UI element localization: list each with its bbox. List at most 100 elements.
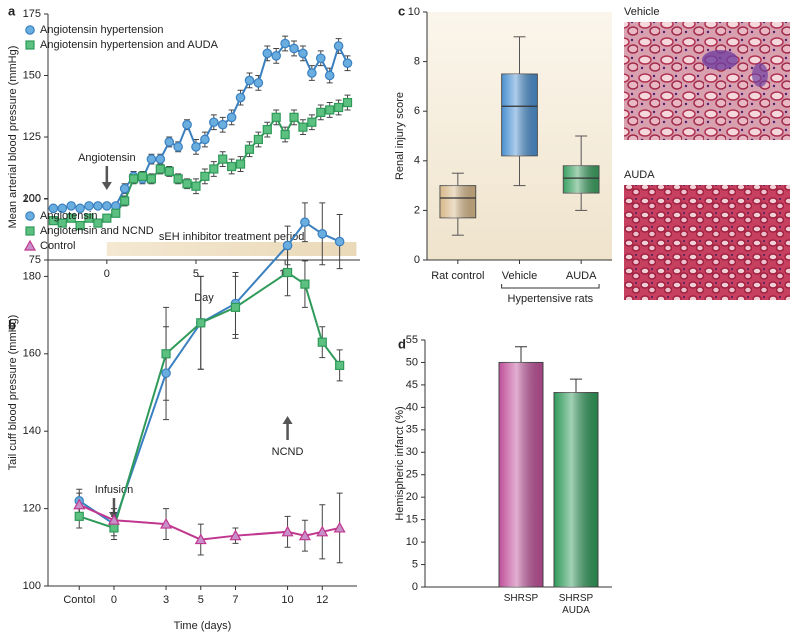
marker <box>307 117 317 127</box>
marker <box>281 525 294 537</box>
marker <box>280 38 290 49</box>
marker <box>74 511 84 521</box>
x-axis-label: Day <box>194 292 214 304</box>
marker <box>25 226 35 236</box>
marker <box>107 513 120 525</box>
annotation-arrowhead <box>282 416 293 424</box>
micrograph-detail <box>752 63 768 87</box>
marker <box>155 164 165 174</box>
marker <box>146 174 157 184</box>
y-tick-label: 175 <box>23 8 41 20</box>
y-axis-label: Renal injury score <box>394 92 406 180</box>
y-tick-label: 5 <box>412 558 418 570</box>
x-tick-label: Rat control <box>431 270 484 282</box>
legend-label: Angiotensin <box>40 210 98 222</box>
panel-letter: d <box>398 336 406 351</box>
marker <box>298 122 308 132</box>
marker <box>209 164 219 174</box>
marker <box>244 144 255 154</box>
marker <box>235 92 246 103</box>
y-tick-label: 160 <box>23 348 41 360</box>
y-tick-label: 15 <box>406 514 418 526</box>
marker <box>25 25 35 35</box>
y-tick-label: 30 <box>406 446 418 458</box>
marker <box>128 174 139 184</box>
marker <box>73 498 86 510</box>
marker <box>289 112 299 122</box>
series-line <box>78 220 341 526</box>
marker <box>244 75 255 86</box>
marker <box>226 112 237 123</box>
x-tick-label-box: SHRSP AUDA <box>558 593 594 616</box>
marker <box>120 196 130 206</box>
marker <box>316 107 326 118</box>
marker <box>66 201 76 211</box>
marker <box>66 213 76 223</box>
marker <box>196 318 206 328</box>
marker <box>146 154 157 164</box>
y-tick-label: 40 <box>406 401 418 413</box>
x-tick-label: 7 <box>232 594 238 606</box>
marker <box>235 159 246 169</box>
marker <box>111 208 121 218</box>
marker <box>23 239 37 251</box>
marker <box>325 105 335 115</box>
micrograph <box>624 185 790 300</box>
marker <box>262 48 273 59</box>
x-tick-label: AUDA <box>566 270 597 282</box>
x-tick-label: 5 <box>193 268 199 280</box>
marker <box>200 134 210 145</box>
legend-label: Angiotensin hypertension <box>40 24 164 36</box>
marker <box>209 117 219 128</box>
marker <box>335 360 345 371</box>
marker <box>253 134 263 145</box>
error-bar <box>515 346 527 363</box>
marker <box>324 70 335 81</box>
y-tick-label: 200 <box>23 193 41 205</box>
x-tick-label: Contol <box>63 594 95 606</box>
legend-label: Angiotensin and NCND <box>40 225 154 237</box>
marker <box>317 229 328 239</box>
y-tick-label: 0 <box>412 581 418 593</box>
marker <box>109 523 119 533</box>
marker <box>334 102 344 113</box>
y-tick-label: 180 <box>23 270 41 282</box>
panel-letter: b <box>8 317 16 332</box>
micrograph-detail <box>702 50 738 70</box>
x-tick-label: SHRSP AUDA <box>558 593 594 616</box>
y-tick-label: 100 <box>23 580 41 592</box>
x-tick-label: 5 <box>198 594 204 606</box>
bar-highlight <box>554 392 598 587</box>
marker <box>298 48 308 59</box>
x-tick-label-box: SHRSP <box>504 593 538 604</box>
marker <box>334 236 345 247</box>
y-tick-label: 75 <box>29 254 41 266</box>
y-tick-label: 45 <box>406 379 418 391</box>
x-tick-label: Vehicle <box>502 270 537 282</box>
y-axis-label: Tail cuff blood pressure (mmHg) <box>7 315 19 471</box>
marker <box>48 216 58 226</box>
y-tick-label: 8 <box>414 56 420 68</box>
marker <box>119 183 130 194</box>
box-highlight <box>563 165 600 194</box>
marker <box>271 51 282 61</box>
marker <box>289 43 299 54</box>
marker <box>137 171 148 181</box>
marker <box>333 41 344 51</box>
marker <box>342 97 353 108</box>
y-axis-label: Mean arterial blood pressure (mmHg) <box>7 46 19 229</box>
marker <box>317 337 327 347</box>
marker <box>160 517 173 529</box>
marker <box>230 302 241 312</box>
marker <box>173 142 183 152</box>
marker <box>315 53 326 64</box>
marker <box>300 279 310 289</box>
annotation-arrowhead <box>101 182 112 190</box>
y-tick-label: 20 <box>406 491 418 503</box>
marker <box>182 119 192 130</box>
y-tick-label: 10 <box>408 6 420 18</box>
marker <box>25 40 35 50</box>
y-tick-label: 125 <box>23 131 41 143</box>
